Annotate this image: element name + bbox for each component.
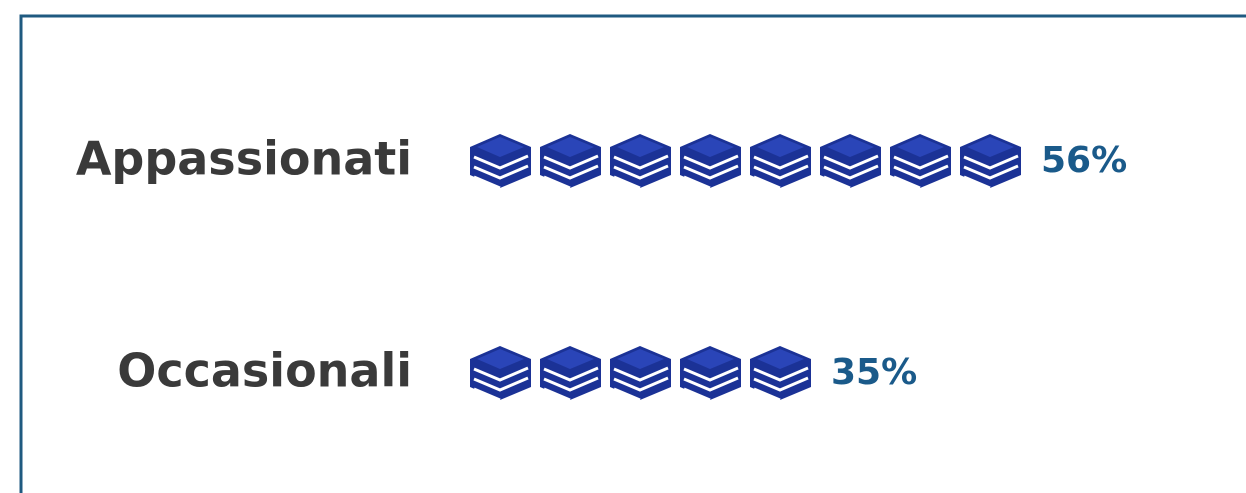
value-label: 56%	[1041, 140, 1127, 181]
frame	[19, 14, 1246, 493]
category-label: Appassionati	[76, 132, 412, 186]
category-label: Occasionali	[117, 344, 412, 398]
icon-bar	[465, 342, 815, 406]
value-label: 35%	[831, 352, 917, 393]
icon-bar	[465, 130, 1025, 194]
